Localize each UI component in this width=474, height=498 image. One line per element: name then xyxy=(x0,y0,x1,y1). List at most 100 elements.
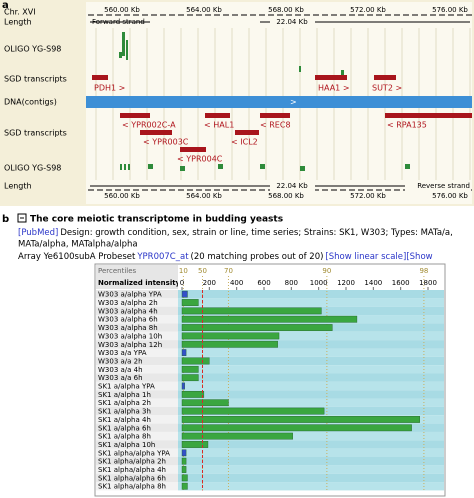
row-label: W303 a/a 2h xyxy=(98,357,143,365)
transcripts xyxy=(92,75,396,80)
track-label: OLIGO YG-S98 xyxy=(4,45,61,54)
label-bg xyxy=(96,356,178,366)
length: 22.04 Kb xyxy=(276,18,308,26)
x-tick-label: 1600 xyxy=(392,279,410,287)
ruler-label: 564.00 Kb xyxy=(186,6,222,14)
length: 22.04 Kb xyxy=(276,182,308,190)
link[interactable]: YPR007C_at xyxy=(136,252,189,262)
x-tick-label: 0 xyxy=(180,279,184,287)
track-label: DNA(contigs) xyxy=(4,98,57,107)
bar xyxy=(181,482,188,490)
gene-label: SUT2 > xyxy=(372,84,402,93)
bar xyxy=(181,466,187,473)
row-label: SK1 alpha/alpha YPA xyxy=(98,449,170,457)
ruler-label: 572.00 Kb xyxy=(350,192,386,200)
ruler-label: 560.00 Kb xyxy=(104,192,140,200)
label-bg xyxy=(96,398,178,407)
ruler-label: 560.00 Kb xyxy=(104,6,140,14)
gene-label: PDH1 > xyxy=(94,84,125,93)
row-label: SK1 alpha/alpha 8h xyxy=(98,483,166,491)
panel-label: b xyxy=(2,214,9,225)
text: Array Ye6100subA Probeset xyxy=(18,252,136,262)
bar xyxy=(181,365,199,373)
row-bg xyxy=(178,356,444,366)
row-bg xyxy=(178,381,444,391)
label-bg xyxy=(150,17,260,27)
row-bg xyxy=(178,365,444,374)
x-tick-label: 600 xyxy=(257,279,270,287)
percentile-label: 10 xyxy=(179,267,188,275)
label-bg xyxy=(96,473,178,483)
row-label: W303 a/alpha 10h xyxy=(98,332,162,340)
bar xyxy=(181,332,280,340)
oligo-marks xyxy=(119,32,344,75)
top-ruler: 560.00 Kb 564.00 Kb 568.00 Kb 572.00 Kb 576.… xyxy=(88,6,472,16)
axis-title: Normalized intensity xyxy=(98,279,181,287)
panel-label: a xyxy=(2,0,9,11)
label-bg xyxy=(96,448,178,457)
row-label: W303 a/alpha 12h xyxy=(98,341,162,349)
oligo-marks xyxy=(120,164,410,171)
bar xyxy=(181,399,229,407)
percentile-label: 98 xyxy=(419,267,428,275)
row-label: SK1 a/alpha YPA xyxy=(98,383,155,391)
row-label: W303 a/alpha 6h xyxy=(98,316,158,324)
row-bg xyxy=(178,440,444,449)
bar xyxy=(181,374,199,382)
percentile-label: 70 xyxy=(224,267,233,275)
contig xyxy=(86,96,472,108)
row-label: W303 a/alpha 2h xyxy=(98,299,158,307)
gene-label: < ICL2 xyxy=(231,138,258,147)
track-label: OLIGO YG-S98 xyxy=(4,164,61,173)
row-label: SK1 a/alpha 2h xyxy=(98,399,151,407)
row-label: SK1 a/alpha 3h xyxy=(98,408,151,416)
label-bg xyxy=(96,381,178,391)
row-bg xyxy=(178,298,444,307)
label-bg xyxy=(270,17,315,27)
label-bg xyxy=(405,181,471,191)
percentile-label: 90 xyxy=(322,267,331,275)
bar xyxy=(181,349,187,357)
label-bg xyxy=(96,457,178,466)
gene-label: < YPR003C xyxy=(143,138,189,147)
x-tick-label: 1400 xyxy=(364,279,382,287)
link[interactable]: [Show linear scale] xyxy=(325,252,406,262)
x-tick-label: 1200 xyxy=(337,279,355,287)
label-bg xyxy=(96,323,178,332)
gene-label: < RPA135 xyxy=(387,121,427,130)
bar xyxy=(181,307,322,315)
gene-label: < YPR004C xyxy=(177,155,223,164)
bar xyxy=(181,340,278,348)
bar xyxy=(181,432,293,440)
gene-label: < YPR002C-A xyxy=(122,121,176,130)
label-bg xyxy=(96,365,178,374)
transcripts xyxy=(120,113,472,152)
link[interactable]: [PubMed] xyxy=(18,228,58,238)
row-bg xyxy=(178,482,444,491)
row-bg xyxy=(178,348,444,357)
row-bg xyxy=(178,331,444,341)
track-label: Length xyxy=(4,182,32,191)
label-bg xyxy=(96,390,178,399)
label-bg xyxy=(96,373,178,382)
ruler-label: 564.00 Kb xyxy=(186,192,222,200)
label-bg xyxy=(96,423,178,432)
track-label: SGD transcripts xyxy=(4,75,67,84)
bar xyxy=(181,382,185,390)
label-bg xyxy=(96,290,178,299)
row-label: W303 a/a 4h xyxy=(98,366,143,374)
row-label: W303 a/alpha 8h xyxy=(98,324,158,332)
label-bg xyxy=(96,340,178,349)
link[interactable]: [Show xyxy=(406,252,432,262)
row-bg xyxy=(178,448,444,457)
strand: Forward strand xyxy=(92,18,145,26)
bar xyxy=(181,290,188,298)
gene-label: < HAL1 xyxy=(204,121,234,130)
label-bg xyxy=(96,415,178,424)
bar xyxy=(181,424,412,432)
bar xyxy=(181,457,187,465)
row-bg xyxy=(178,473,444,483)
gene-label: HAA1 > xyxy=(318,84,350,93)
bar xyxy=(181,324,333,331)
